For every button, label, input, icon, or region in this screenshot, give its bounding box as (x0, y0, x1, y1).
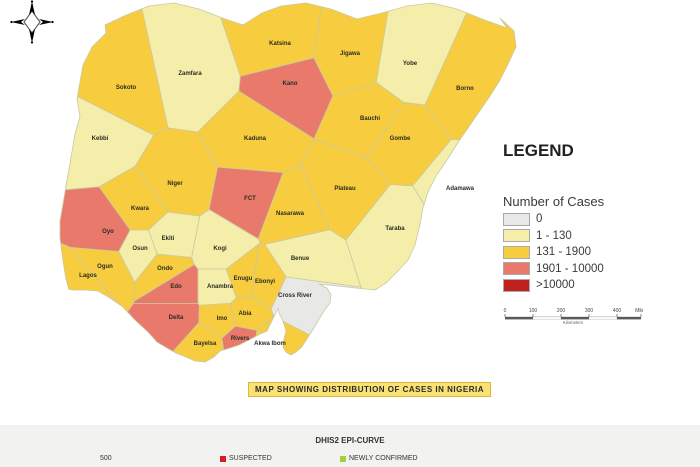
svg-text:Kilometers: Kilometers (563, 320, 583, 325)
svg-text:Ekiti: Ekiti (162, 236, 175, 242)
svg-text:Ondo: Ondo (157, 266, 173, 272)
svg-text:Miles: Miles (635, 308, 643, 314)
svg-text:200: 200 (557, 308, 566, 314)
svg-text:Taraba: Taraba (385, 226, 405, 232)
svg-text:Zamfara: Zamfara (178, 71, 202, 77)
svg-text:Bayelsa: Bayelsa (194, 341, 217, 347)
svg-text:Osun: Osun (132, 246, 148, 252)
svg-text:Edo: Edo (170, 284, 182, 290)
svg-text:100: 100 (529, 308, 538, 314)
svg-text:Kebbi: Kebbi (92, 136, 109, 142)
svg-text:400: 400 (613, 308, 622, 314)
svg-text:Imo: Imo (217, 316, 228, 322)
svg-text:Kano: Kano (283, 81, 298, 87)
svg-text:Oyo: Oyo (102, 229, 114, 235)
svg-text:Abia: Abia (238, 311, 252, 317)
svg-text:Kaduna: Kaduna (244, 136, 267, 142)
svg-text:Nasarawa: Nasarawa (276, 211, 305, 217)
svg-text:Kogi: Kogi (213, 246, 227, 252)
svg-text:Anambra: Anambra (207, 284, 234, 290)
svg-text:Enugu: Enugu (234, 276, 253, 282)
svg-text:Akwa Ibom: Akwa Ibom (254, 341, 286, 347)
svg-text:Lagos: Lagos (79, 273, 97, 279)
svg-text:Borno: Borno (456, 86, 474, 92)
svg-text:Niger: Niger (167, 181, 183, 187)
svg-text:Gombe: Gombe (390, 136, 411, 142)
svg-text:Ogun: Ogun (97, 264, 113, 270)
svg-text:Jigawa: Jigawa (340, 51, 361, 57)
svg-text:Benue: Benue (291, 256, 310, 262)
svg-text:Delta: Delta (169, 315, 184, 321)
svg-text:Kwara: Kwara (131, 206, 150, 212)
svg-text:Katsina: Katsina (269, 41, 291, 47)
svg-text:FCT: FCT (244, 196, 256, 202)
svg-text:Rivers: Rivers (231, 336, 250, 342)
svg-text:0: 0 (504, 308, 507, 314)
svg-text:Adamawa: Adamawa (446, 186, 475, 192)
svg-text:Ebonyi: Ebonyi (255, 279, 275, 285)
svg-text:Bauchi: Bauchi (360, 116, 380, 122)
svg-text:Yobe: Yobe (403, 61, 418, 67)
svg-text:Cross River: Cross River (278, 293, 312, 299)
svg-text:Sokoto: Sokoto (116, 85, 137, 91)
svg-text:Plateau: Plateau (334, 186, 356, 192)
svg-text:300: 300 (585, 308, 594, 314)
